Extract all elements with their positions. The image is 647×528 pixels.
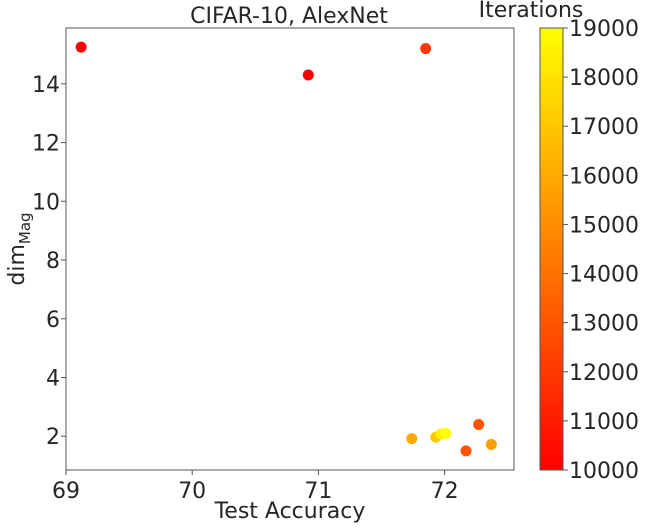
colorbar-tick-label: 16000 xyxy=(569,164,639,189)
x-axis-label: Test Accuracy xyxy=(214,499,366,524)
data-point xyxy=(420,43,432,55)
y-axis-ticks: 2 4 6 8 10 12 14 xyxy=(32,73,66,450)
x-tick-label: 69 xyxy=(52,479,80,504)
y-axis-label-main: dim xyxy=(5,244,30,286)
data-point xyxy=(440,427,452,439)
data-point xyxy=(473,418,485,430)
colorbar-gradient xyxy=(539,27,564,471)
y-tick-label: 4 xyxy=(46,366,60,391)
y-axis-label-subscript: Mag xyxy=(16,212,34,244)
colorbar-ticks: 10000 11000 12000 13000 14000 15000 16000 17000… xyxy=(563,17,639,484)
chart-title: CIFAR-10, AlexNet xyxy=(190,4,388,29)
data-point xyxy=(460,445,472,457)
colorbar-tick-label: 18000 xyxy=(569,66,639,91)
colorbar-tick-label: 14000 xyxy=(569,263,639,288)
y-tick-label: 10 xyxy=(32,190,60,215)
x-tick-label: 71 xyxy=(304,479,332,504)
plot-area: 69 70 71 72 2 4 6 8 10 12 14 xyxy=(32,27,515,504)
colorbar-tick-label: 13000 xyxy=(569,312,639,337)
y-tick-label: 2 xyxy=(46,425,60,450)
y-tick-label: 12 xyxy=(32,132,60,157)
colorbar-tick-label: 11000 xyxy=(569,410,639,435)
y-axis-label: dimMag xyxy=(5,212,34,285)
data-point xyxy=(75,41,87,53)
y-tick-label: 6 xyxy=(46,308,60,333)
colorbar-tick-label: 15000 xyxy=(569,213,639,238)
y-tick-label: 14 xyxy=(32,73,60,98)
colorbar-tick-label: 19000 xyxy=(569,17,639,42)
colorbar-tick-label: 17000 xyxy=(569,115,639,140)
data-point xyxy=(302,69,314,81)
colorbar-label: Iterations xyxy=(479,0,584,23)
x-axis-ticks: 69 70 71 72 xyxy=(52,470,459,504)
colorbar: 10000 11000 12000 13000 14000 15000 16000 17000… xyxy=(479,0,639,484)
data-points xyxy=(75,41,497,457)
x-tick-label: 70 xyxy=(178,479,206,504)
plot-frame xyxy=(65,27,515,471)
data-point xyxy=(485,438,497,450)
y-tick-label: 8 xyxy=(46,249,60,274)
data-point xyxy=(406,433,418,445)
colorbar-tick-label: 10000 xyxy=(569,459,639,484)
colorbar-tick-label: 12000 xyxy=(569,361,639,386)
x-tick-label: 72 xyxy=(431,479,459,504)
